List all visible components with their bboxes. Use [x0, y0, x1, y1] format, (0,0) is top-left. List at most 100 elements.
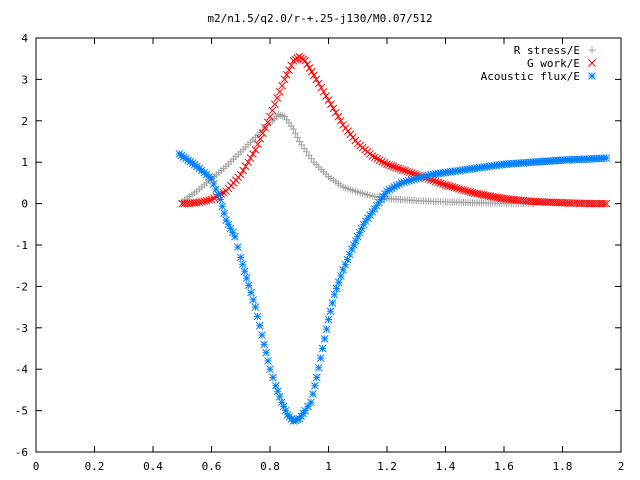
series-1-point	[324, 96, 333, 104]
series-1-point	[389, 162, 398, 171]
series-1-point	[202, 196, 211, 205]
series-2-point	[322, 325, 331, 334]
series-1-point	[394, 164, 403, 173]
series-1-point	[405, 168, 414, 177]
series-2-point	[260, 340, 269, 349]
series-2-point	[328, 299, 337, 307]
series-1-point	[452, 184, 461, 193]
series-1-point	[602, 199, 611, 208]
series-1-point	[334, 112, 343, 121]
y-tick-label: 0	[21, 198, 28, 211]
series-2-point	[255, 321, 264, 330]
series-2-point	[326, 307, 335, 316]
series-2-point	[266, 365, 274, 374]
series-1-point	[271, 100, 279, 109]
series-2-point	[334, 278, 343, 287]
series-1-point	[305, 64, 314, 72]
series-2-point	[324, 315, 333, 324]
series-1-point	[287, 61, 296, 70]
x-tick-label: 1.4	[436, 460, 456, 473]
series-1-point	[317, 83, 326, 92]
series-2-point	[236, 253, 245, 262]
x-tick-label: 0.6	[202, 460, 222, 473]
series-2-point	[220, 209, 229, 218]
series-1-point	[236, 170, 245, 179]
series-1-point	[303, 60, 312, 69]
series-0-point	[293, 133, 301, 141]
series-1-point	[285, 66, 293, 74]
series-2-point	[247, 288, 255, 297]
series-2-point	[258, 331, 266, 339]
series-2-point	[304, 402, 312, 411]
series-1-point	[398, 165, 407, 174]
series-1-point	[455, 184, 463, 193]
series-1-point	[239, 166, 248, 175]
y-tick-label: -4	[15, 363, 29, 376]
series-1-point	[197, 197, 206, 206]
x-tick-label: 1.2	[377, 460, 397, 473]
series-1-point	[368, 152, 377, 160]
series-2-point	[251, 303, 260, 311]
series-2-point	[271, 381, 280, 390]
series-1-point	[466, 188, 475, 196]
series-2-point	[375, 198, 383, 207]
series-1-point	[205, 196, 213, 204]
x-tick-label: 1.6	[494, 460, 514, 473]
series-2-point	[602, 154, 611, 162]
series-1-point	[431, 177, 440, 186]
series-1-point	[207, 195, 216, 204]
series-1-point	[319, 87, 328, 96]
series-2-point	[262, 348, 270, 357]
x-tick-label: 2	[618, 460, 625, 473]
series-2-point	[314, 363, 323, 372]
series-1-point	[441, 181, 450, 189]
series-2-point	[320, 334, 329, 343]
series-1-point	[280, 75, 289, 84]
series-1-point	[322, 92, 330, 100]
series-1-point	[195, 198, 204, 207]
series-1-point	[266, 112, 274, 121]
series-1-point	[468, 188, 477, 197]
y-tick-label: -2	[15, 280, 28, 293]
series-2-point	[312, 373, 321, 382]
series-1-point	[301, 56, 309, 65]
series-1-point	[443, 181, 452, 190]
series-1-point	[392, 163, 400, 172]
series-1-point	[329, 104, 338, 113]
x-tick-label: 0.4	[143, 460, 163, 473]
series-1-point	[407, 169, 416, 177]
y-tick-label: -3	[15, 322, 28, 335]
series-1-point	[457, 185, 466, 194]
series-1-point	[373, 154, 382, 163]
legend-marker	[588, 59, 596, 67]
series-1-point	[439, 180, 447, 188]
y-tick-label: -5	[15, 405, 28, 418]
series-1-point	[282, 70, 291, 79]
series-1-point	[251, 145, 260, 154]
x-tick-label: 0.2	[85, 460, 105, 473]
series-1-point	[385, 161, 394, 169]
series-1-point	[600, 199, 608, 208]
series-1-point	[383, 160, 391, 169]
legend-label: R stress/E	[514, 44, 580, 57]
y-tick-label: 1	[21, 156, 28, 169]
series-2-point	[318, 344, 327, 353]
series-1-point	[448, 183, 457, 191]
series-2-point	[269, 373, 277, 382]
series-2-point	[253, 312, 262, 321]
series-2-point	[244, 281, 253, 290]
x-tick-label: 0	[33, 460, 40, 473]
series-1-point	[387, 162, 396, 170]
series-1-point	[375, 156, 384, 164]
series-1-point	[434, 178, 443, 187]
series-1-point	[310, 71, 318, 80]
series-2-point	[310, 381, 319, 390]
series-1-point	[278, 81, 287, 90]
series-2-point	[264, 357, 272, 365]
series-2-point	[309, 390, 317, 398]
series-1-point	[200, 197, 209, 205]
y-tick-label: 2	[21, 115, 28, 128]
series-1-point	[268, 106, 277, 115]
